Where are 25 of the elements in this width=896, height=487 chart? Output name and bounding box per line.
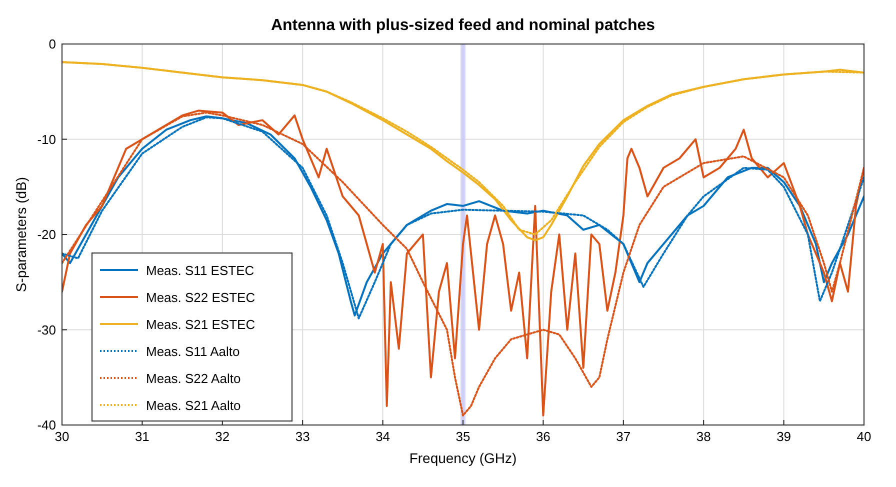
x-tick-label: 30 <box>54 429 70 444</box>
x-tick-label: 31 <box>134 429 150 444</box>
legend-label: Meas. S11 ESTEC <box>146 263 254 278</box>
x-tick-label: 34 <box>376 429 390 444</box>
y-tick-label: -10 <box>37 132 56 147</box>
x-tick-label: 33 <box>295 429 310 444</box>
legend-label: Meas. S11 Aalto <box>146 344 240 359</box>
y-tick-label: 0 <box>48 36 56 52</box>
x-tick-label: 35 <box>456 429 470 444</box>
x-tick-label: 32 <box>215 429 230 444</box>
x-tick-label: 40 <box>856 429 872 444</box>
y-tick-label: -30 <box>37 322 56 338</box>
chart-title: Antenna with plus-sized feed and nominal patches <box>270 17 656 34</box>
x-tick-label: 37 <box>616 429 631 444</box>
y-tick-label: -40 <box>37 418 56 432</box>
legend-label: Meas. S22 ESTEC <box>146 290 256 305</box>
legend-label: Meas. S22 Aalto <box>146 371 241 386</box>
legend-label: Meas. S21 Aalto <box>146 398 241 413</box>
y-tick-label: -20 <box>37 227 56 242</box>
x-tick-label: 39 <box>776 429 792 444</box>
x-tick-label: 38 <box>696 429 711 444</box>
x-axis-title: Frequency (GHz) <box>409 450 517 466</box>
legend-label: Meas. S21 ESTEC <box>146 317 256 332</box>
y-axis-title: S-parameters (dB) <box>13 176 29 292</box>
x-tick-label: 36 <box>536 429 550 444</box>
